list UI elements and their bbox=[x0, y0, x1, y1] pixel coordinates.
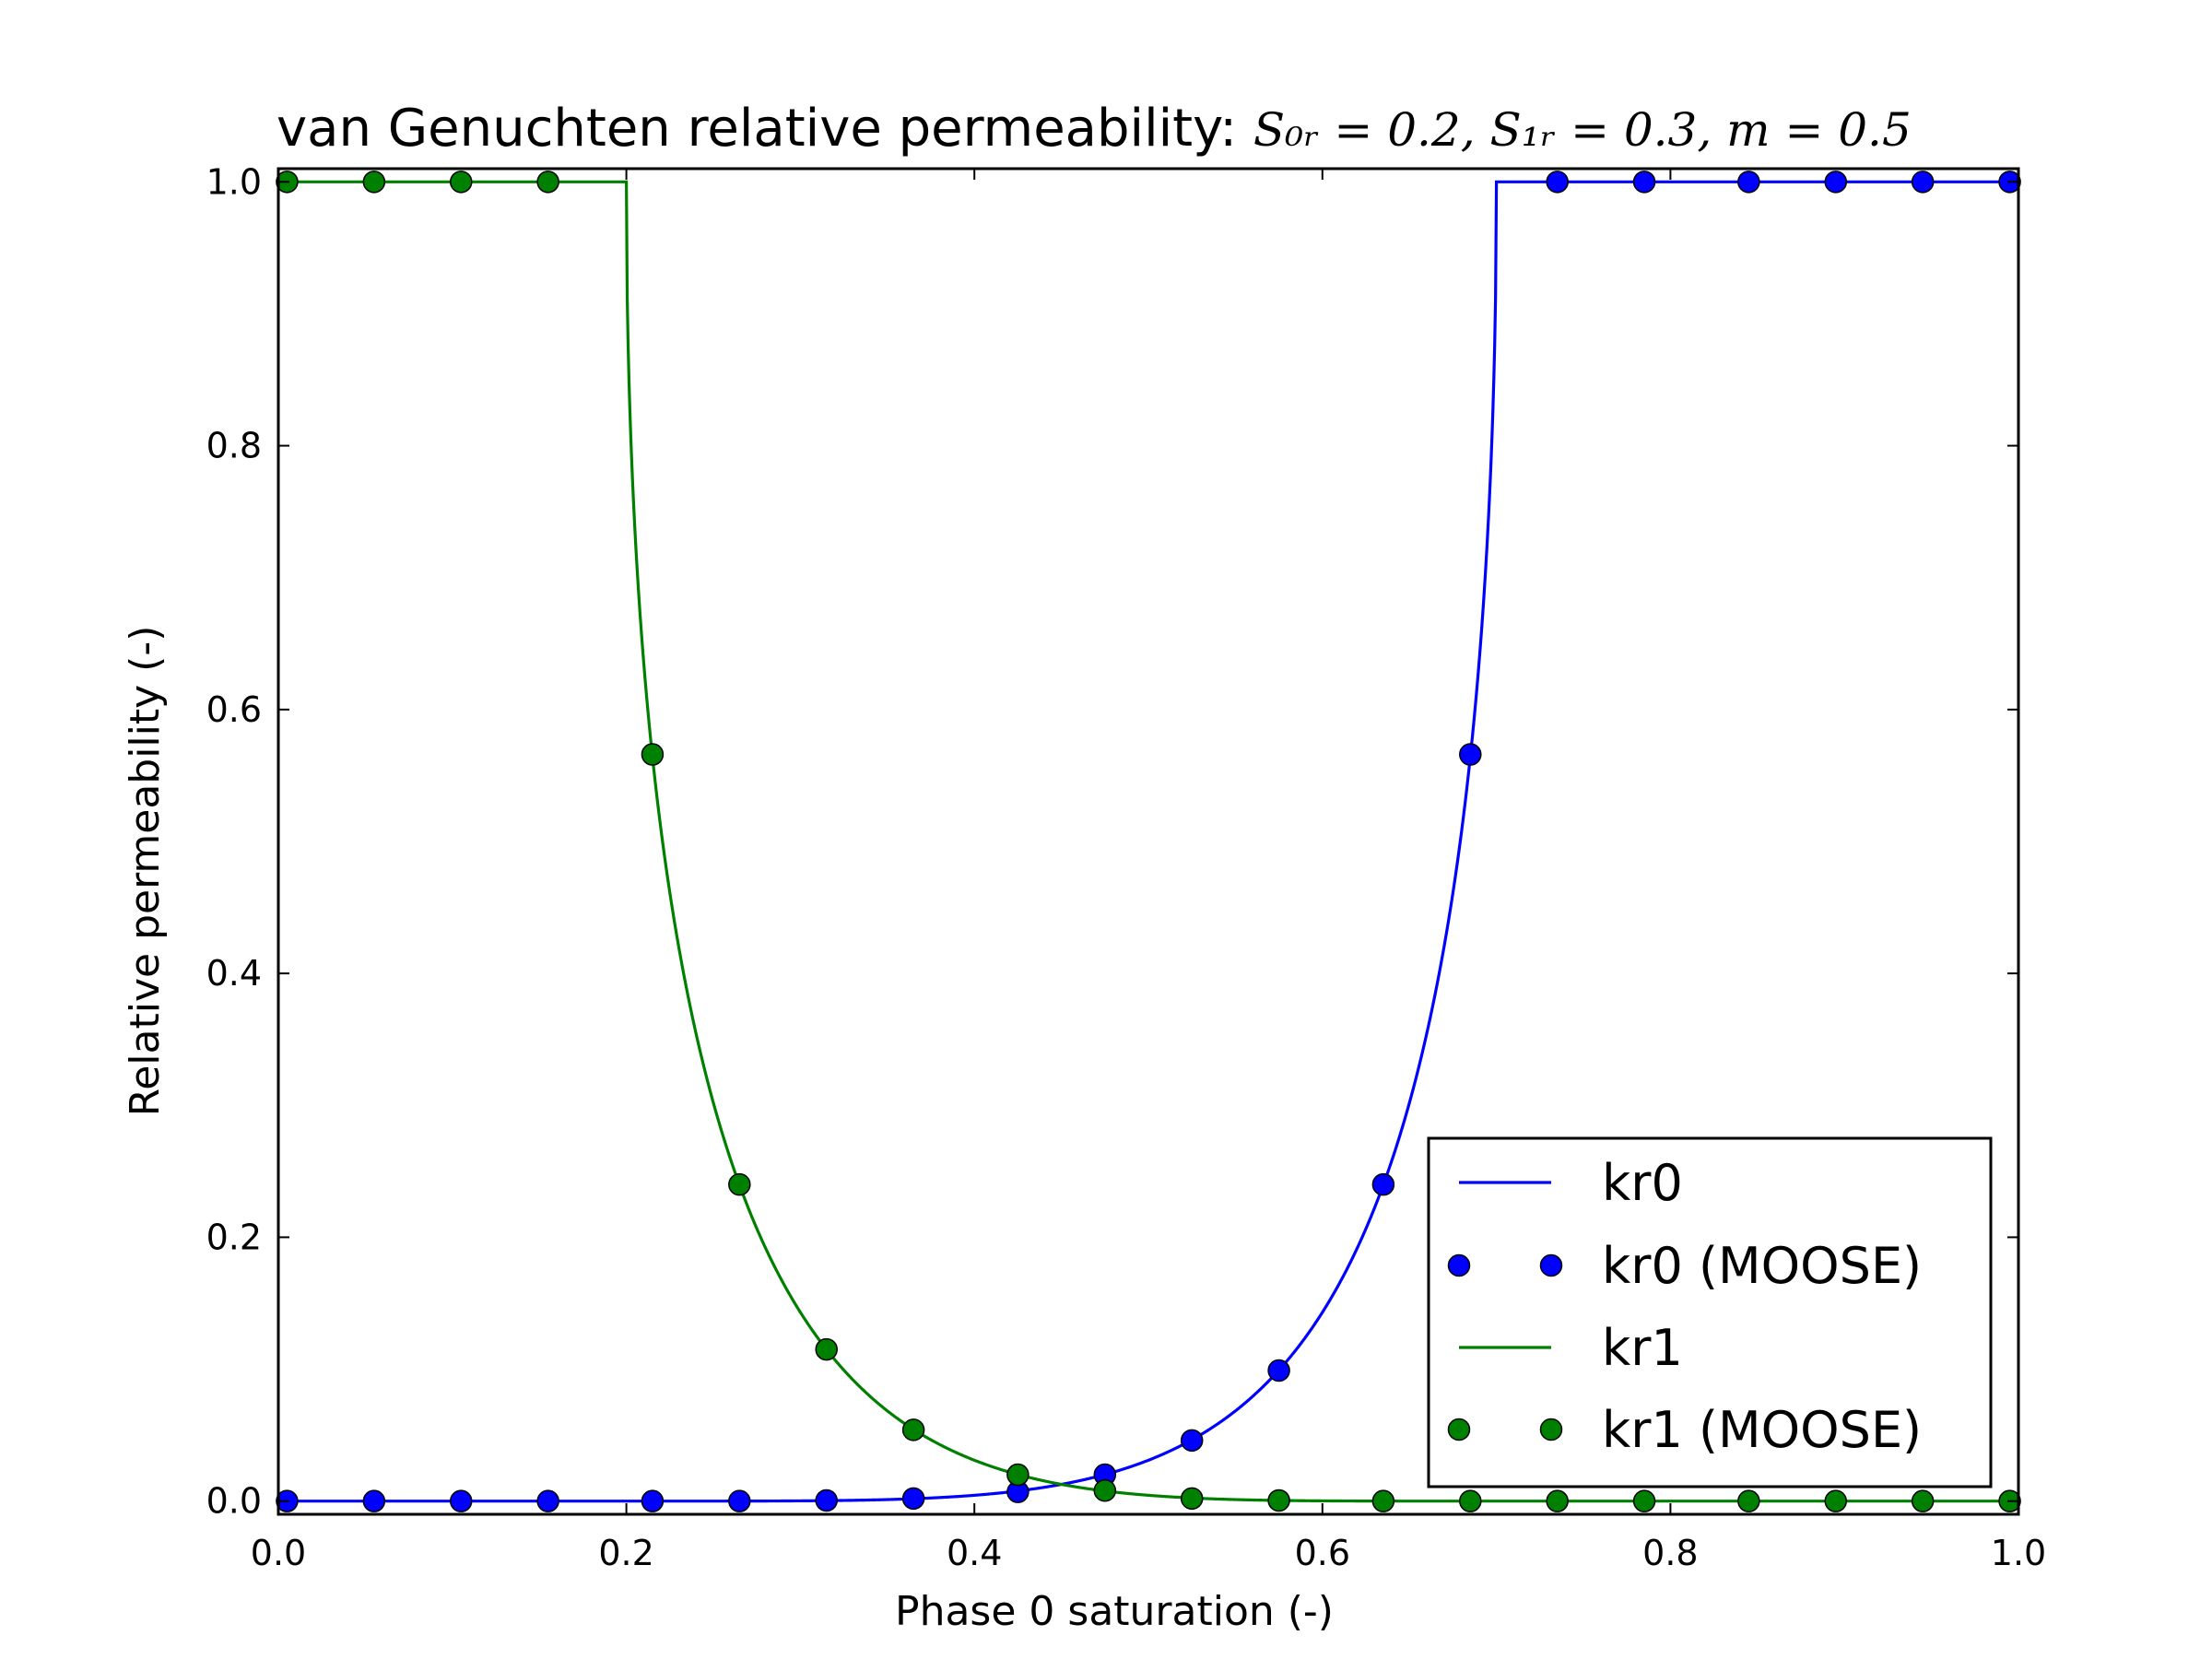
y-tick-label: 0.0 bbox=[206, 1481, 262, 1522]
kr0-moose-point bbox=[1180, 1429, 1204, 1453]
kr1-moose-point bbox=[1093, 1478, 1117, 1502]
chart-title-text: van Genuchten relative permeability: bbox=[276, 99, 1253, 159]
kr1-moose-point bbox=[1180, 1487, 1204, 1511]
legend-label: kr1 bbox=[1602, 1319, 1683, 1377]
kr0-moose-point bbox=[449, 1489, 473, 1512]
kr1-moose-point bbox=[1824, 1489, 1848, 1512]
kr0-moose-point bbox=[1371, 1172, 1395, 1196]
y-tick-label: 1.0 bbox=[206, 161, 262, 202]
legend-entries: kr0 kr0 (MOOSE) kr1 kr1 (MOOSE) bbox=[1447, 1154, 1922, 1459]
kr1-moose-point bbox=[536, 171, 559, 194]
y-tick-label: 0.6 bbox=[206, 689, 262, 730]
legend-marker-swatch bbox=[1539, 1418, 1563, 1441]
kr0-moose-point bbox=[641, 1489, 665, 1512]
kr0-moose-point bbox=[362, 1489, 386, 1512]
kr1-moose-point bbox=[362, 171, 386, 194]
kr1-moose-point bbox=[641, 743, 665, 766]
x-tick-label: 1.0 bbox=[1991, 1533, 2046, 1573]
kr0-moose-point bbox=[728, 1489, 751, 1512]
x-tick-label: 0.8 bbox=[1642, 1533, 1698, 1573]
kr1-moose-point bbox=[1911, 1489, 1935, 1512]
kr1-moose-point bbox=[728, 1172, 751, 1196]
kr0-moose-point bbox=[901, 1487, 925, 1511]
x-tick-label: 0.0 bbox=[251, 1533, 306, 1573]
kr1-moose-point bbox=[449, 171, 473, 194]
kr1-moose-point bbox=[1459, 1489, 1482, 1512]
x-tick-label: 0.2 bbox=[598, 1533, 653, 1573]
kr1-moose-point bbox=[1737, 1489, 1760, 1512]
kr1-moose-point bbox=[1267, 1488, 1290, 1512]
kr1-moose-point bbox=[815, 1337, 838, 1361]
kr0-moose-point bbox=[1267, 1359, 1290, 1382]
legend-label: kr0 (MOOSE) bbox=[1602, 1237, 1922, 1295]
legend-marker-swatch bbox=[1447, 1253, 1471, 1277]
kr0-moose-point bbox=[1824, 171, 1848, 194]
kr0-moose-point bbox=[1632, 171, 1656, 194]
kr1-moose-point bbox=[1006, 1463, 1030, 1487]
kr1-moose-point bbox=[901, 1418, 925, 1441]
tick-labels: 0.0 0.2 0.4 0.6 0.8 1.0 0.0 0.2 0.4 0.6 0.8 1.0 bbox=[206, 161, 2047, 1573]
chart-title-math: S₀ᵣ = 0.2, S₁ᵣ = 0.3, m = 0.5 bbox=[1253, 103, 1912, 157]
kr1-moose-point bbox=[1546, 1489, 1569, 1512]
axes-frame bbox=[276, 167, 2020, 1516]
kr0-moose-point bbox=[815, 1488, 838, 1512]
plot-area bbox=[276, 167, 2021, 1516]
y-tick-label: 0.2 bbox=[206, 1217, 262, 1257]
legend-box bbox=[1427, 1136, 1993, 1488]
kr0-moose-point bbox=[1911, 171, 1935, 194]
kr1-line bbox=[278, 180, 2018, 1503]
legend-marker-swatch bbox=[1447, 1418, 1471, 1441]
kr0-moose-point bbox=[1737, 171, 1760, 194]
x-tick-label: 0.6 bbox=[1295, 1533, 1350, 1573]
y-tick-label: 0.4 bbox=[206, 953, 262, 994]
y-tick-label: 0.8 bbox=[206, 426, 262, 466]
legend-label: kr1 (MOOSE) bbox=[1602, 1401, 1922, 1459]
legend-marker-swatch bbox=[1539, 1253, 1563, 1277]
x-tick-label: 0.4 bbox=[947, 1533, 1002, 1573]
kr0-moose-point bbox=[1459, 743, 1482, 766]
legend-label: kr0 bbox=[1602, 1154, 1683, 1212]
kr0-line bbox=[278, 180, 2018, 1503]
kr0-moose-point bbox=[1546, 171, 1569, 194]
markers bbox=[276, 171, 2021, 1512]
kr0-moose-point bbox=[536, 1489, 559, 1512]
kr1-moose-point bbox=[1632, 1489, 1656, 1512]
legend: kr0 kr0 (MOOSE) kr1 kr1 (MOOSE) bbox=[1427, 1136, 1993, 1488]
kr1-moose-point bbox=[1371, 1489, 1395, 1512]
x-axis-label: Phase 0 saturation (-) bbox=[895, 1588, 1334, 1635]
curves bbox=[278, 180, 2018, 1503]
ticks bbox=[277, 169, 2019, 1514]
y-axis-label: Relative permeability (-) bbox=[122, 626, 169, 1117]
chart-title: van Genuchten relative permeability: S₀ᵣ… bbox=[276, 99, 1912, 159]
